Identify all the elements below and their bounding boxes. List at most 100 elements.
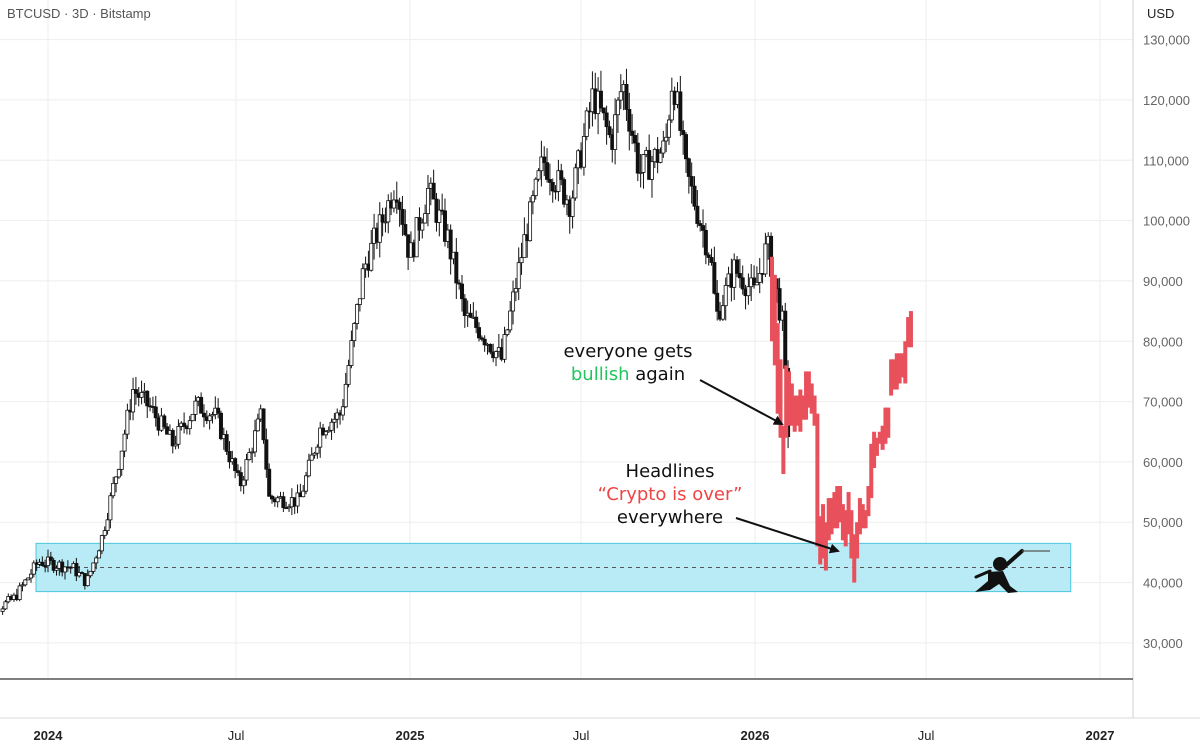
candle [241,476,246,495]
candle [111,476,116,499]
time-tick-label: Jul [918,728,935,743]
candle [349,330,354,369]
price-tick-label: 120,000 [1143,93,1190,108]
projected-bar [835,486,840,529]
projected-bar [874,437,879,456]
candle [102,526,107,540]
price-tick-label: 30,000 [1143,636,1183,651]
candle [494,350,499,367]
candle [193,395,198,422]
currency-label[interactable]: USD [1147,6,1175,21]
projected-bar [891,359,896,390]
candle [369,229,374,272]
candle [618,74,623,110]
candle [632,130,637,153]
candle [377,202,382,258]
projected-bar [846,492,851,535]
candle [343,372,348,409]
candle [649,155,654,198]
bullish-annotation-line1: everyone gets [563,341,693,362]
candle [0,606,5,615]
projected-bar [781,425,786,474]
candle [584,107,589,141]
candle [309,447,314,461]
candle [3,599,8,610]
price-tick-label: 110,000 [1143,153,1189,168]
candle [301,485,306,498]
projected-bar [826,498,831,541]
candle [397,197,402,227]
candle [176,419,181,449]
support-zone [35,542,1072,593]
candle [740,265,745,295]
candle [701,209,706,248]
candle [48,551,53,565]
candle [145,390,150,419]
candle [312,451,317,459]
candle [99,534,104,555]
candle [686,157,691,194]
projected-bar [840,504,845,541]
headlines-annotation-line3: everywhere [616,507,724,528]
candle [661,130,666,158]
candle [287,503,292,512]
candle [201,404,206,428]
candle [139,380,144,405]
candle [689,162,694,204]
candle [190,413,195,422]
candle [513,277,518,302]
candle [666,114,671,145]
bullish-annotation-line2: bullish again [548,363,708,386]
projected-bar [880,425,885,450]
candle [562,177,567,208]
candle [720,294,725,321]
projected-bar [812,395,817,426]
projected-bar [795,395,800,426]
candle [383,207,388,233]
candle [547,163,552,196]
candle [386,194,391,234]
candle [604,105,609,145]
projected-bar [894,353,899,390]
candle [777,277,782,324]
candle [658,147,663,164]
candle [247,448,252,461]
candle [669,77,674,123]
candle [754,266,759,286]
candle [238,466,243,492]
projected-bar [787,371,792,426]
projected-bar [897,353,902,384]
bullish-arrow [699,379,784,425]
annotation-arrows [699,379,840,554]
candle [559,163,564,186]
candle [638,153,643,188]
candle [394,181,399,214]
candle [462,294,467,328]
candle [522,217,527,259]
projected-bar [883,407,888,444]
candle [479,335,484,342]
headlines-annotation: Headlines “Crypto is over” everywhere [575,460,765,529]
candle [173,435,178,450]
candle [252,419,257,457]
time-tick-label: 2027 [1086,728,1115,743]
price-tick-label: 100,000 [1143,214,1190,229]
candle [488,343,493,355]
candle [270,494,275,504]
candle [474,310,479,334]
historical-price-bars [0,68,791,615]
candle [630,114,635,145]
candle [355,303,360,330]
price-axis: 30,000 40,000 50,000 60,000 70,000 80,000 90,0… [1143,33,1190,651]
candle [17,582,22,602]
candle [199,392,204,414]
candle [624,68,629,121]
time-tick-label: 2026 [741,728,770,743]
candle [545,148,550,183]
candle [505,328,510,337]
candle [425,174,430,227]
candle [570,190,575,229]
candle [539,140,544,187]
symbol-title[interactable]: BTCUSD · 3D · Bitstamp [7,6,151,21]
